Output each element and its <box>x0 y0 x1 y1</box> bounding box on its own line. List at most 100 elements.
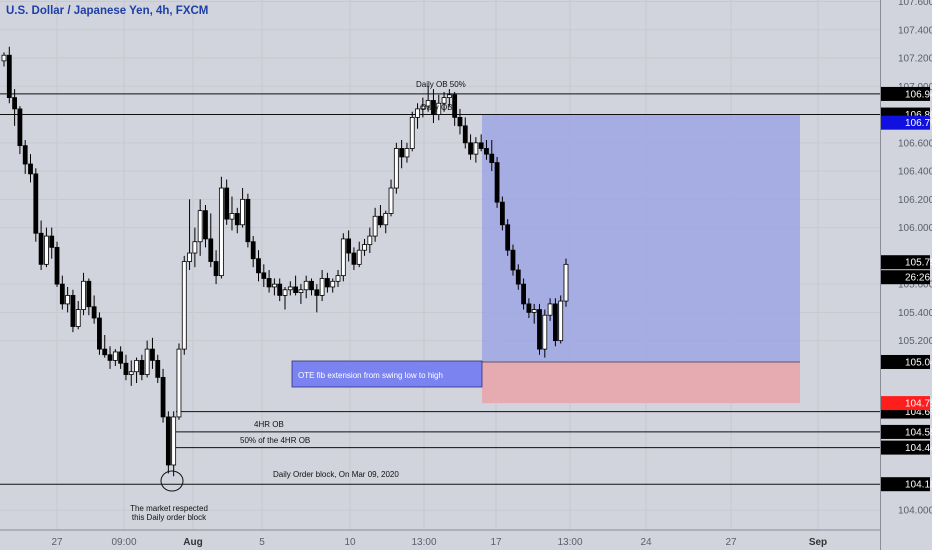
price-tick-label: 107.600 <box>898 0 932 8</box>
candle-body <box>218 187 224 277</box>
time-tick-label: 10 <box>344 537 356 548</box>
last-price-badge: 105.755 <box>905 258 932 269</box>
candle-body <box>165 416 171 466</box>
candle-body <box>356 249 362 265</box>
candle-body <box>452 94 458 118</box>
position-zones <box>482 114 800 404</box>
chart-title: U.S. Dollar / Japanese Yen, 4h, FXCM <box>6 5 209 17</box>
candle-body <box>245 198 251 243</box>
candle-body <box>457 116 463 127</box>
countdown-badge-bg <box>881 270 930 285</box>
candle-body <box>150 348 155 361</box>
candle-body <box>293 286 299 293</box>
candle-body <box>362 244 367 251</box>
candle-body <box>197 210 203 243</box>
price-tick-label: 107.200 <box>898 54 932 65</box>
candle-body <box>499 201 505 226</box>
candle-body <box>97 317 102 350</box>
level-badge-bg <box>881 477 930 492</box>
price-tick-label: 106.400 <box>898 167 932 178</box>
entry-badge: 106.792 <box>905 118 932 129</box>
time-tick-label: 13:00 <box>557 537 582 548</box>
level-badge-bg <box>881 86 930 101</box>
candle-body <box>298 289 304 293</box>
target-zone <box>482 114 800 362</box>
candle-body <box>155 360 161 378</box>
stop-badge-bg <box>881 396 930 411</box>
candle-body <box>484 148 489 155</box>
candle-body <box>515 269 521 285</box>
candle-body <box>192 241 198 254</box>
candle-body <box>102 348 108 356</box>
candle-body <box>54 246 60 285</box>
annotation-ote: OTE fib extension from swing low to high <box>298 371 443 380</box>
annotation-4hr-ob: 4HR OB <box>254 420 284 429</box>
candle-body <box>12 97 18 110</box>
candle-body <box>563 263 569 302</box>
candle-body <box>494 162 500 203</box>
candle-body <box>489 153 495 164</box>
time-tick-label: 24 <box>640 537 652 548</box>
candle-body <box>91 306 97 319</box>
candle-body <box>409 116 415 149</box>
annotation-daily-ob-50: Daily OB 50% <box>416 80 466 89</box>
candle-body <box>436 102 442 115</box>
candle-body <box>383 213 389 226</box>
price-tick-label: 105.400 <box>898 308 932 319</box>
candle-body <box>38 232 44 265</box>
price-tick-label: 106.200 <box>898 195 932 206</box>
candle-body <box>473 142 479 155</box>
candle-body <box>510 249 516 271</box>
price-tick-label: 107.400 <box>898 25 932 36</box>
level-badge: 104.698 <box>905 407 932 418</box>
candle-body <box>70 295 76 327</box>
candle-body <box>542 314 548 350</box>
candle-body <box>17 108 23 147</box>
level-badge: 104.443 <box>905 443 932 454</box>
price-tick-label: 105.600 <box>898 280 932 291</box>
candle-body <box>393 148 399 189</box>
time-tick-label: Sep <box>809 537 827 548</box>
candles <box>1 46 569 477</box>
level-badge: 106.946 <box>905 89 932 100</box>
candle-body <box>521 283 526 305</box>
candle-body <box>505 224 511 251</box>
last-price-badge-bg <box>881 255 930 270</box>
candle-body <box>203 210 208 240</box>
candle-body <box>330 280 336 288</box>
price-tick-label: 104.000 <box>898 506 932 517</box>
annotation-note-line2: this Daily order block <box>132 513 207 522</box>
annotation-daily-ob: Daily OB <box>421 103 453 112</box>
candle-body <box>208 238 214 262</box>
candle-body <box>181 261 187 350</box>
candle-body <box>33 173 39 234</box>
candle-body <box>123 362 129 375</box>
candle-body <box>75 309 81 327</box>
time-tick-label: 5 <box>259 537 265 548</box>
annotation-note-line1: The market respected <box>130 504 208 513</box>
candle-body <box>404 148 410 158</box>
level-badge-bg <box>881 440 930 455</box>
target-badge-bg <box>881 354 930 369</box>
level-badge-bg <box>881 424 930 439</box>
countdown-badge: 26:26 <box>905 273 930 284</box>
candle-body <box>431 100 436 115</box>
candle-body <box>319 278 325 296</box>
candle-body <box>378 215 383 226</box>
candle-body <box>367 235 373 245</box>
candle-body <box>229 213 235 220</box>
time-tick-label: 27 <box>51 537 63 548</box>
stop-badge: 104.758 <box>905 399 932 410</box>
time-axis: 27 09:00 Aug 5 10 13:00 17 13:00 24 27 Sep <box>0 529 880 550</box>
candle-body <box>351 252 357 265</box>
axis-separator <box>880 0 881 550</box>
candle-body <box>187 252 192 262</box>
candle-body <box>266 278 272 288</box>
time-tick-label: 09:00 <box>111 537 136 548</box>
candle-body <box>340 238 346 277</box>
candle-body <box>176 348 182 418</box>
time-tick-label: Aug <box>183 537 202 548</box>
candle-body <box>325 278 330 288</box>
target-badge: 105.049 <box>905 357 932 368</box>
